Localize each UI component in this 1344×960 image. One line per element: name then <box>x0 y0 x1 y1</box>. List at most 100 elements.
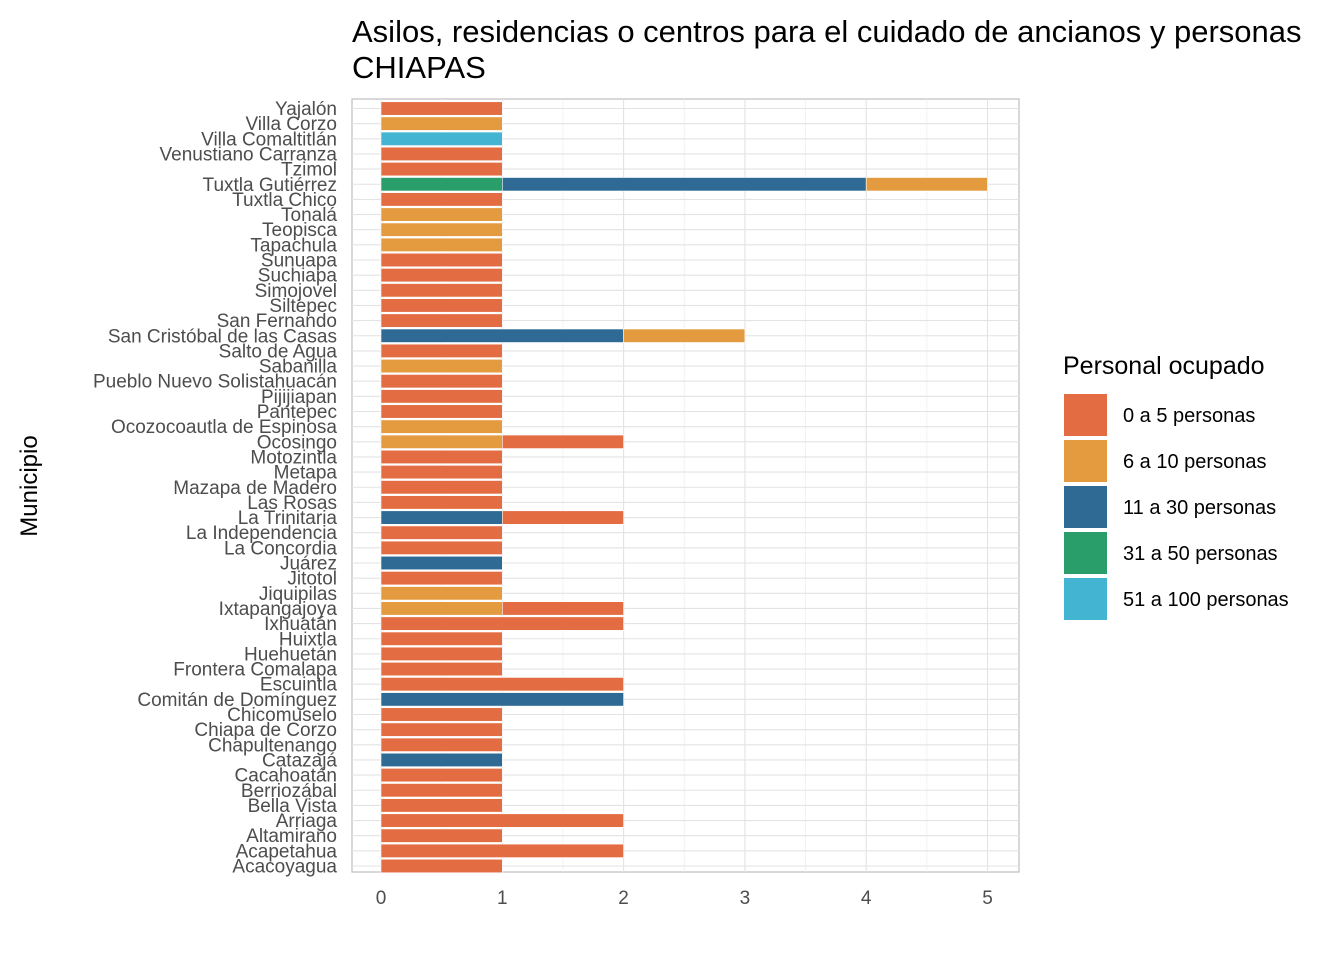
y-tick-label: Tuxtla Gutiérrez <box>203 175 337 196</box>
bar-segment <box>380 601 503 616</box>
x-axis-ticks: 0 1 2 3 4 5 <box>376 888 993 909</box>
y-tick-label: Motozintla <box>250 447 337 468</box>
bar-segment <box>380 813 624 828</box>
y-tick-label: Sunuapa <box>261 251 338 272</box>
bar-segment <box>380 116 503 131</box>
bar-segment <box>380 283 503 298</box>
x-tick-label: 4 <box>861 888 872 909</box>
legend-key <box>1064 486 1107 528</box>
y-tick-label: Sabanilla <box>259 357 338 378</box>
y-tick-label: Ixtapangajoya <box>219 599 338 620</box>
bar-segment <box>380 328 624 343</box>
bar-segment <box>380 404 503 419</box>
bar-segment <box>380 540 503 555</box>
chart-title-line: CHIAPAS <box>352 50 486 85</box>
x-tick-label: 0 <box>376 888 387 909</box>
x-tick-label: 2 <box>618 888 629 909</box>
y-tick-label: Altamirano <box>246 826 337 847</box>
y-tick-label: Jiquipilas <box>259 584 337 605</box>
y-tick-label: Mazapa de Madero <box>173 478 337 499</box>
y-tick-label: Tonalá <box>281 205 337 226</box>
bar-segment <box>380 101 503 116</box>
bar-segment <box>380 177 503 192</box>
y-tick-label: Pantepec <box>257 402 337 423</box>
bar-segment <box>380 419 503 434</box>
y-tick-label: Frontera Comalapa <box>173 660 337 681</box>
y-tick-label: Comitán de Domínguez <box>137 690 337 711</box>
bar-segment <box>380 798 503 813</box>
chart-title: Asilos, residencias o centros para el cu… <box>352 14 1302 85</box>
bar-segment <box>380 162 503 177</box>
bar-segment <box>501 510 624 525</box>
y-tick-label: Acacoyagua <box>232 857 337 878</box>
bar-segment <box>380 358 503 374</box>
bar-segment <box>380 222 503 237</box>
y-tick-label: Villa Comaltitlán <box>201 129 337 150</box>
bar-segment <box>380 268 503 283</box>
bar-segment <box>380 389 503 404</box>
y-tick-label: Ixhuatán <box>264 614 337 635</box>
legend-title: Personal ocupado <box>1063 352 1265 380</box>
bar-segment <box>623 328 746 343</box>
bar-segment <box>380 661 503 677</box>
bar-segment <box>380 374 503 389</box>
bar-segment <box>501 601 624 616</box>
y-tick-label: Las Rosas <box>247 493 337 514</box>
bar-segment <box>380 131 503 146</box>
y-tick-label: Pijijiapan <box>261 387 337 408</box>
y-tick-label: Acapetahua <box>236 841 338 862</box>
bar-segment <box>380 828 503 843</box>
y-tick-label: Yajalón <box>275 99 337 120</box>
bar-segment <box>380 768 503 783</box>
bar-segment <box>380 707 503 722</box>
bars <box>380 101 988 874</box>
bar-segment <box>380 480 503 495</box>
bar-segment <box>380 237 503 252</box>
y-tick-label: Tuxtla Chico <box>232 190 337 211</box>
y-tick-label: Tzimol <box>281 160 337 181</box>
legend-key <box>1064 440 1107 482</box>
y-tick-label: Salto de Agua <box>219 341 338 362</box>
bar-segment <box>380 495 503 510</box>
y-tick-label: Chicomuselo <box>227 705 337 726</box>
legend-key <box>1064 532 1107 574</box>
x-tick-label: 3 <box>740 888 751 909</box>
y-tick-label: Arriaga <box>276 811 338 832</box>
y-tick-label: Ocozocoautla de Espinosa <box>111 417 337 438</box>
legend-key <box>1064 394 1107 436</box>
bar-segment <box>380 722 503 737</box>
y-tick-label: Bella Vista <box>248 796 338 817</box>
y-axis-title: Municipio <box>16 435 43 536</box>
y-tick-label: Teopisca <box>262 220 337 241</box>
bar-segment <box>380 555 503 571</box>
bar-segment <box>380 298 503 313</box>
y-tick-label: Cacahoatán <box>235 766 337 787</box>
bar-segment <box>380 434 503 449</box>
bar-segment <box>380 207 503 222</box>
legend: Personal ocupado 0 a 5 personas 6 a 10 per… <box>1063 352 1289 620</box>
bar-segment <box>380 449 503 465</box>
bar-segment <box>380 783 503 798</box>
y-tick-label: Escuintla <box>260 675 338 696</box>
y-tick-label: Juárez <box>280 554 337 575</box>
bar-segment <box>380 692 624 707</box>
y-tick-label: Berriozábal <box>241 781 337 802</box>
bar-segment <box>380 752 503 768</box>
y-tick-label: Catazajá <box>262 750 337 771</box>
y-tick-label: La Concordia <box>224 538 337 559</box>
legend-key <box>1064 578 1107 620</box>
bar-segment <box>380 343 503 358</box>
bar-segment <box>380 571 503 586</box>
y-tick-label: Suchiapa <box>258 266 338 287</box>
legend-label: 31 a 50 personas <box>1123 543 1278 565</box>
y-tick-label: San Fernando <box>217 311 337 332</box>
x-tick-label: 1 <box>497 888 508 909</box>
bar-segment <box>380 525 503 540</box>
bar-segment <box>380 313 503 328</box>
y-tick-label: Venustiano Carranza <box>160 144 338 165</box>
bar-segment <box>380 858 503 874</box>
y-tick-label: La Independencia <box>186 523 338 544</box>
y-tick-label: Ocosingo <box>257 432 337 453</box>
y-tick-label: Siltepec <box>269 296 337 317</box>
